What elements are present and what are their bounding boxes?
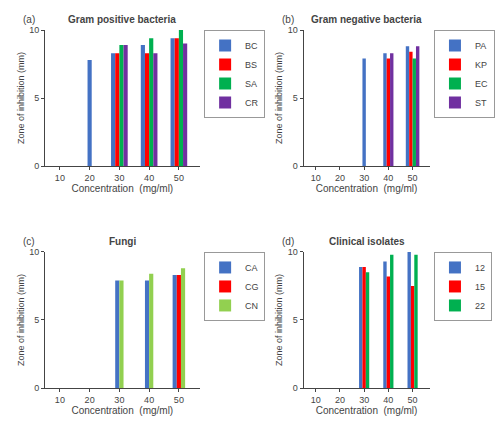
svg-text:Concentration (mg/ml): Concentration (mg/ml) bbox=[316, 183, 418, 194]
svg-text:Clinical isolates: Clinical isolates bbox=[329, 236, 405, 247]
svg-text:30: 30 bbox=[359, 395, 369, 405]
svg-text:(a): (a) bbox=[23, 14, 35, 25]
svg-text:Zone of inhibition (mm): Zone of inhibition (mm) bbox=[274, 274, 284, 366]
svg-text:20: 20 bbox=[335, 395, 345, 405]
svg-text:CA: CA bbox=[245, 263, 258, 273]
svg-text:12: 12 bbox=[475, 263, 485, 273]
svg-text:5: 5 bbox=[293, 315, 298, 325]
svg-text:PA: PA bbox=[475, 41, 486, 51]
svg-text:SA: SA bbox=[245, 79, 257, 89]
svg-text:40: 40 bbox=[144, 173, 154, 183]
svg-text:10: 10 bbox=[55, 173, 65, 183]
svg-text:CR: CR bbox=[245, 98, 258, 108]
svg-text:20: 20 bbox=[85, 395, 95, 405]
svg-text:0: 0 bbox=[34, 383, 39, 393]
svg-text:CG: CG bbox=[245, 282, 259, 292]
svg-text:40: 40 bbox=[144, 395, 154, 405]
svg-text:BC: BC bbox=[245, 41, 258, 51]
svg-text:20: 20 bbox=[85, 173, 95, 183]
svg-text:Zone of inhibition (mm): Zone of inhibition (mm) bbox=[16, 52, 26, 144]
svg-text:Zone of inhibition (mm): Zone of inhibition (mm) bbox=[16, 274, 26, 366]
svg-text:30: 30 bbox=[114, 395, 124, 405]
svg-text:(d): (d) bbox=[282, 236, 294, 247]
svg-text:15: 15 bbox=[475, 282, 485, 292]
svg-text:0: 0 bbox=[293, 383, 298, 393]
svg-text:10: 10 bbox=[55, 395, 65, 405]
svg-text:(b): (b) bbox=[282, 14, 294, 25]
svg-text:Zone of inhibition (mm): Zone of inhibition (mm) bbox=[274, 52, 284, 144]
svg-text:5: 5 bbox=[34, 315, 39, 325]
svg-text:Fungi: Fungi bbox=[109, 236, 136, 247]
svg-text:0: 0 bbox=[34, 161, 39, 171]
svg-text:5: 5 bbox=[293, 93, 298, 103]
svg-text:CN: CN bbox=[245, 301, 258, 311]
svg-text:20: 20 bbox=[335, 173, 345, 183]
svg-text:Concentration (mg/ml): Concentration (mg/ml) bbox=[71, 405, 173, 416]
svg-text:10: 10 bbox=[29, 247, 39, 257]
svg-text:EC: EC bbox=[475, 79, 488, 89]
svg-text:30: 30 bbox=[114, 173, 124, 183]
svg-text:50: 50 bbox=[174, 395, 184, 405]
svg-text:ST: ST bbox=[475, 98, 487, 108]
svg-text:40: 40 bbox=[383, 395, 393, 405]
svg-text:(c): (c) bbox=[23, 236, 35, 247]
svg-text:10: 10 bbox=[29, 25, 39, 35]
svg-text:10: 10 bbox=[311, 395, 321, 405]
svg-text:40: 40 bbox=[383, 173, 393, 183]
svg-text:50: 50 bbox=[174, 173, 184, 183]
svg-text:5: 5 bbox=[34, 93, 39, 103]
svg-text:10: 10 bbox=[288, 247, 298, 257]
svg-text:Gram positive bacteria: Gram positive bacteria bbox=[68, 14, 176, 25]
svg-text:Gram negative bacteria: Gram negative bacteria bbox=[311, 14, 422, 25]
svg-text:22: 22 bbox=[475, 301, 485, 311]
svg-text:Concentration (mg/ml): Concentration (mg/ml) bbox=[316, 405, 418, 416]
svg-text:KP: KP bbox=[475, 60, 487, 70]
svg-text:0: 0 bbox=[293, 161, 298, 171]
svg-text:BS: BS bbox=[245, 60, 257, 70]
svg-text:Concentration (mg/ml): Concentration (mg/ml) bbox=[71, 183, 173, 194]
svg-text:50: 50 bbox=[408, 395, 418, 405]
svg-text:30: 30 bbox=[359, 173, 369, 183]
svg-text:10: 10 bbox=[288, 25, 298, 35]
svg-text:10: 10 bbox=[311, 173, 321, 183]
svg-text:50: 50 bbox=[408, 173, 418, 183]
